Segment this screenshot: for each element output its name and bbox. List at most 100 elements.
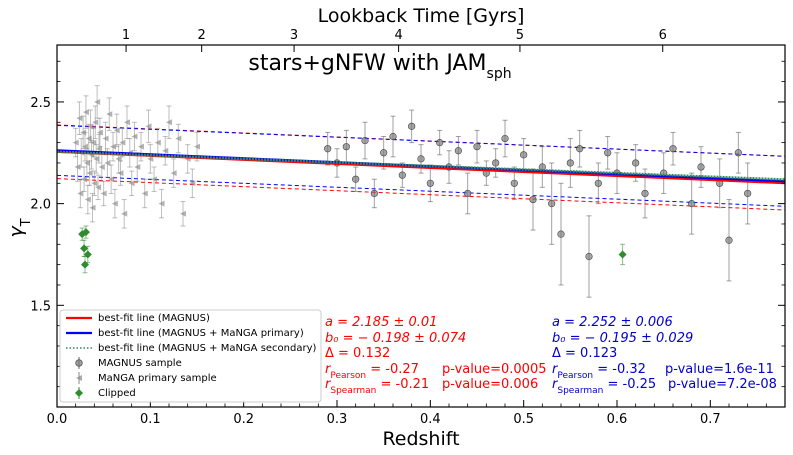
magnus-point xyxy=(744,189,752,198)
top-tick-label-3: 4 xyxy=(394,28,402,43)
magnus-point xyxy=(604,149,612,157)
magnus-point xyxy=(417,155,425,163)
magnus-point xyxy=(473,143,481,151)
manga-point xyxy=(134,164,141,171)
manga-point xyxy=(189,180,196,187)
legend-box xyxy=(59,309,322,403)
best-fit-line-2 xyxy=(57,150,785,181)
manga-point xyxy=(138,143,144,150)
manga-point xyxy=(141,190,148,197)
magnus-point xyxy=(688,200,696,208)
stats-magnus-pearson: rPearson = -0.27 xyxy=(325,362,419,381)
magnus-point xyxy=(436,139,444,147)
magnus-point xyxy=(408,122,416,130)
manga-point xyxy=(84,196,91,203)
magnus-point xyxy=(398,171,406,179)
plot-title: stars+gNFW with JAMsph xyxy=(248,51,511,82)
manga-point xyxy=(92,119,99,126)
manga-point xyxy=(76,115,83,122)
top-tick-label-1: 2 xyxy=(198,28,206,43)
legend-label-primary-line: best-fit line (MAGNUS + MaNGA primary) xyxy=(98,328,304,339)
manga-point xyxy=(106,111,113,118)
legend-swatch-manga-marker xyxy=(76,375,82,381)
manga-point xyxy=(83,159,90,166)
x-tick-label-7: 0.7 xyxy=(700,412,721,427)
stats-magnus: a = 2.185 ± 0.01 b₀ = − 0.198 ± 0.074 Δ … xyxy=(325,315,546,396)
manga-point xyxy=(89,204,96,211)
magnus-point xyxy=(361,136,369,145)
magnus-point xyxy=(492,159,500,167)
manga-point xyxy=(100,190,107,197)
stats-combined-a: a = 2.252 ± 0.006 xyxy=(552,315,673,330)
manga-point xyxy=(154,139,161,146)
magnus-point xyxy=(454,147,462,155)
stats-combined-spearman: rSpearman = -0.25 xyxy=(552,377,656,396)
manga-point xyxy=(131,133,138,140)
magnus-point xyxy=(370,189,378,198)
magnus-point xyxy=(548,200,556,208)
magnus-point xyxy=(342,143,350,151)
stats-combined-delta: Δ = 0.123 xyxy=(552,346,617,361)
magnus-point xyxy=(669,145,677,153)
magnus-point xyxy=(324,145,332,153)
y-tick-label-2: 2.5 xyxy=(30,96,51,111)
manga-point xyxy=(119,139,126,146)
magnus-point xyxy=(520,151,528,159)
manga-point xyxy=(87,123,94,130)
magnus-point xyxy=(632,159,640,167)
manga-point xyxy=(74,164,81,171)
manga-point xyxy=(90,139,97,146)
top-tick-label-2: 3 xyxy=(290,28,298,43)
manga-point xyxy=(124,119,130,126)
top-tick-label-4: 5 xyxy=(516,28,524,43)
x-tick-label-0: 0.0 xyxy=(47,412,68,427)
scatter-band-line-1-lower xyxy=(57,174,785,207)
plot-area: 0.0 0.1 0.2 0.3 0.4 0.5 0.6 0.7 1.5 2.0 2.5 1 2 3 4 5 6 xyxy=(30,28,786,427)
plot-content xyxy=(57,85,785,298)
x-tick-label-6: 0.6 xyxy=(607,412,628,427)
manga-point xyxy=(121,210,128,217)
manga-point xyxy=(110,143,116,150)
manga-point xyxy=(82,109,89,116)
magnus-point xyxy=(501,134,509,143)
manga-point xyxy=(95,184,102,191)
stats-combined-pearson: rPearson = -0.32 xyxy=(552,362,646,381)
magnus-point xyxy=(576,145,584,153)
manga-point xyxy=(158,200,165,207)
x-tick-label-2: 0.2 xyxy=(233,412,254,427)
manga-point xyxy=(108,176,115,183)
manga-point xyxy=(194,143,200,150)
manga-point xyxy=(72,139,79,146)
manga-point xyxy=(96,145,102,152)
legend-label-magnus-sample: MAGNUS sample xyxy=(98,358,182,369)
manga-point xyxy=(175,135,182,142)
manga-point xyxy=(147,155,154,162)
magnus-point xyxy=(352,175,360,183)
manga-point xyxy=(151,176,158,183)
clipped-point xyxy=(618,250,627,259)
manga-point xyxy=(91,180,98,187)
legend-swatch-magnus-marker xyxy=(75,359,83,367)
stats-magnus-b0: b₀ = − 0.198 ± 0.074 xyxy=(325,331,466,346)
manga-point xyxy=(128,180,135,187)
magnus-point xyxy=(380,149,388,157)
magnus-point xyxy=(529,195,537,204)
manga-point xyxy=(93,155,100,162)
y-axis-title: γT xyxy=(5,218,34,237)
magnus-point xyxy=(594,179,602,187)
stats-magnus-spearman: rSpearman = -0.21 xyxy=(325,377,429,396)
x-axis-title: Redshift xyxy=(382,428,459,450)
manga-point xyxy=(180,210,186,217)
stats-magnus-delta: Δ = 0.132 xyxy=(325,346,390,361)
legend: best-fit line (MAGNUS) best-fit line (MA… xyxy=(59,309,322,403)
magnus-point xyxy=(641,189,649,198)
scatter-band-line-0-lower xyxy=(57,178,785,211)
top-axis-title: Lookback Time [Gyrs] xyxy=(318,5,525,27)
clipped-point xyxy=(80,244,89,253)
manga-point xyxy=(98,164,105,171)
x-tick-label-1: 0.1 xyxy=(140,412,161,427)
legend-label-manga-sample: MaNGA primary sample xyxy=(98,373,217,384)
manga-point xyxy=(111,200,118,207)
top-tick-label-5: 6 xyxy=(659,28,667,43)
